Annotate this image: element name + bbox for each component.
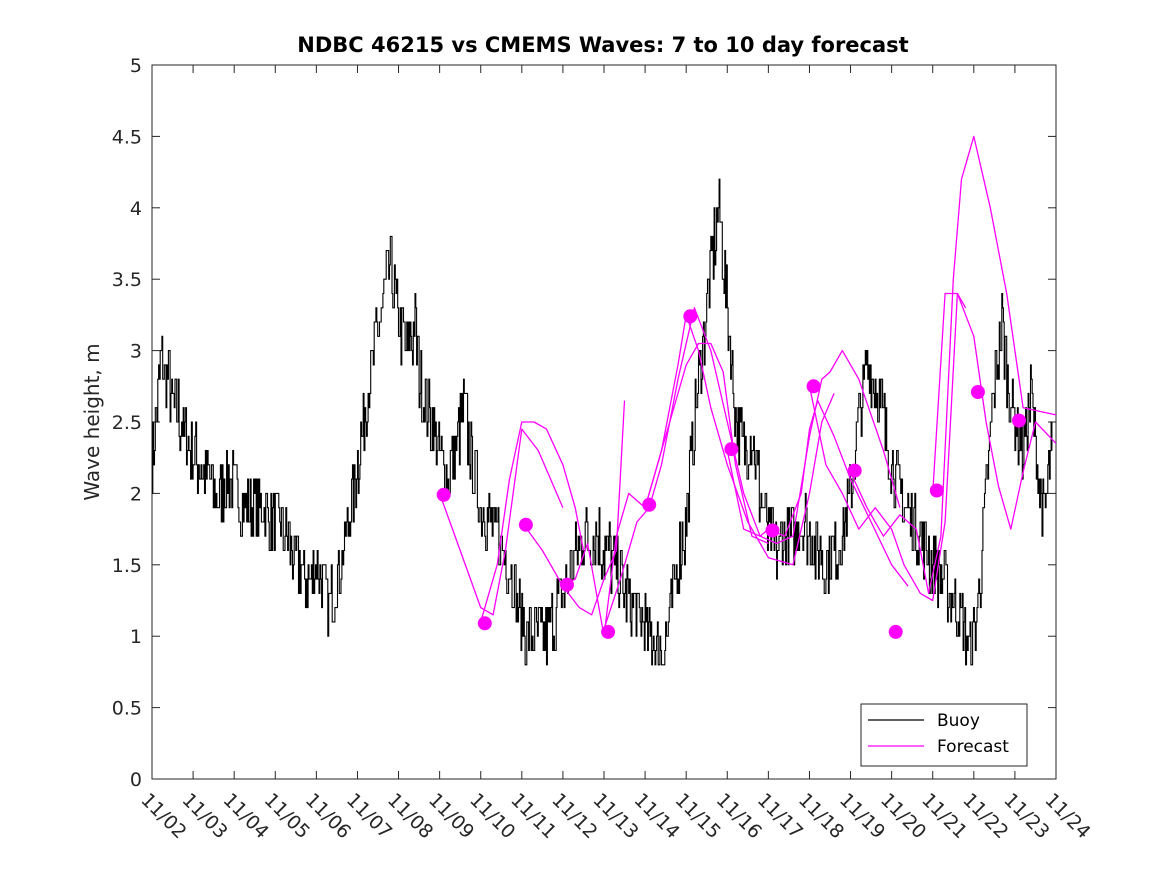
y-tick-label: 5	[130, 55, 142, 77]
forecast-marker	[724, 442, 739, 457]
forecast-marker	[888, 624, 903, 639]
forecast-marker	[683, 309, 698, 324]
forecast-marker	[765, 523, 780, 538]
forecast-marker	[847, 463, 862, 478]
forecast-marker	[560, 577, 574, 592]
axes-box	[151, 64, 1057, 780]
forecast-series-line-5	[603, 307, 769, 630]
forecast-markers	[436, 309, 1026, 639]
y-tick-label: 3	[130, 341, 142, 363]
forecast-series-line-4	[562, 314, 687, 637]
forecast-marker	[518, 517, 533, 532]
legend: Buoy Forecast	[860, 703, 1028, 767]
forecast-series-line-12	[932, 292, 1057, 530]
forecast-marker	[642, 497, 657, 512]
buoy-series-line	[152, 178, 1053, 666]
forecast-series-line-11	[849, 135, 1057, 595]
forecast-series-line-10	[808, 292, 967, 602]
series-layer	[152, 135, 1057, 666]
forecast-marker	[1012, 413, 1026, 428]
y-tick-label: 4	[130, 198, 142, 220]
forecast-series-line-2	[480, 421, 585, 623]
forecast-marker	[806, 379, 821, 394]
y-tick-label: 2.5	[112, 412, 142, 434]
forecast-marker	[477, 616, 492, 631]
forecast-marker	[601, 624, 616, 639]
y-tick-label: 0.5	[112, 698, 142, 720]
chart-title: NDBC 46215 vs CMEMS Waves: 7 to 10 day f…	[297, 33, 908, 57]
y-tick-label: 3.5	[112, 269, 142, 291]
forecast-series-line-6	[644, 342, 769, 544]
y-tick-label: 4.5	[112, 126, 142, 148]
y-tick-label: 1	[130, 626, 142, 648]
y-axis: 0 0.5 1 1.5 2 2.5 3 3.5 4 4.5 5	[112, 55, 1056, 791]
forecast-marker	[436, 487, 451, 502]
forecast-marker	[970, 385, 985, 399]
forecast-marker	[929, 483, 944, 498]
y-tick-label: 1.5	[112, 555, 142, 577]
legend-box	[860, 703, 1028, 767]
plot-area: 00.511.522.533.544.55 11/0211/0311/0411/…	[112, 55, 1095, 843]
y-axis-label: Wave height, m	[80, 343, 104, 500]
forecast-series-line-9	[768, 399, 909, 587]
legend-buoy-label: Buoy	[937, 711, 980, 731]
y-tick-label: 2	[130, 483, 142, 505]
forecast-series-line-1	[438, 428, 564, 616]
y-tick-label: 0	[130, 769, 142, 791]
forecast-series-line-7	[685, 314, 835, 566]
legend-forecast-label: Forecast	[937, 737, 1009, 757]
